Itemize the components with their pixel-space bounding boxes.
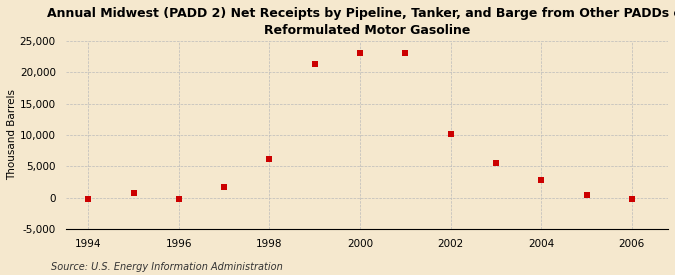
Point <box>219 185 230 189</box>
Y-axis label: Thousand Barrels: Thousand Barrels <box>7 89 17 180</box>
Point <box>446 131 456 136</box>
Point <box>400 51 410 55</box>
Title: Annual Midwest (PADD 2) Net Receipts by Pipeline, Tanker, and Barge from Other P: Annual Midwest (PADD 2) Net Receipts by … <box>47 7 675 37</box>
Point <box>581 193 592 197</box>
Point <box>536 177 547 182</box>
Point <box>83 197 94 201</box>
Point <box>309 62 320 66</box>
Point <box>264 157 275 161</box>
Point <box>354 51 365 56</box>
Text: Source: U.S. Energy Information Administration: Source: U.S. Energy Information Administ… <box>51 262 282 272</box>
Point <box>173 197 184 201</box>
Point <box>626 197 637 201</box>
Point <box>491 161 502 166</box>
Point <box>128 191 139 195</box>
